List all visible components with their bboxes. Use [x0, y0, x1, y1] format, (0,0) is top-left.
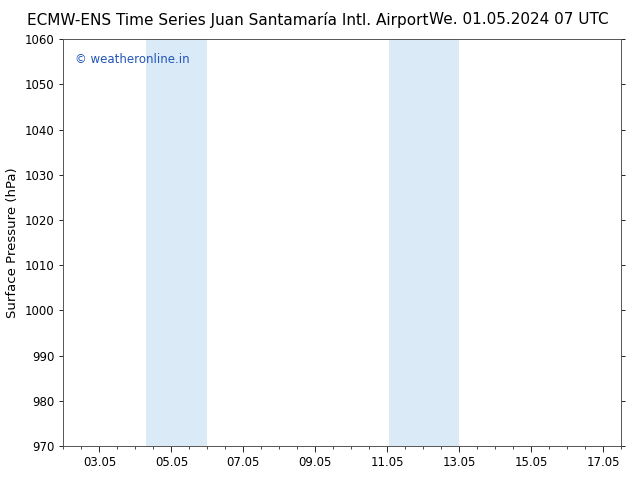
Bar	[389, 39, 460, 446]
Text: © weatheronline.in: © weatheronline.in	[75, 53, 189, 67]
Y-axis label: Surface Pressure (hPa): Surface Pressure (hPa)	[6, 167, 19, 318]
Text: We. 01.05.2024 07 UTC: We. 01.05.2024 07 UTC	[429, 12, 609, 27]
Bar	[146, 39, 207, 446]
Text: ECMW-ENS Time Series Juan Santamaría Intl. Airport: ECMW-ENS Time Series Juan Santamaría Int…	[27, 12, 429, 28]
